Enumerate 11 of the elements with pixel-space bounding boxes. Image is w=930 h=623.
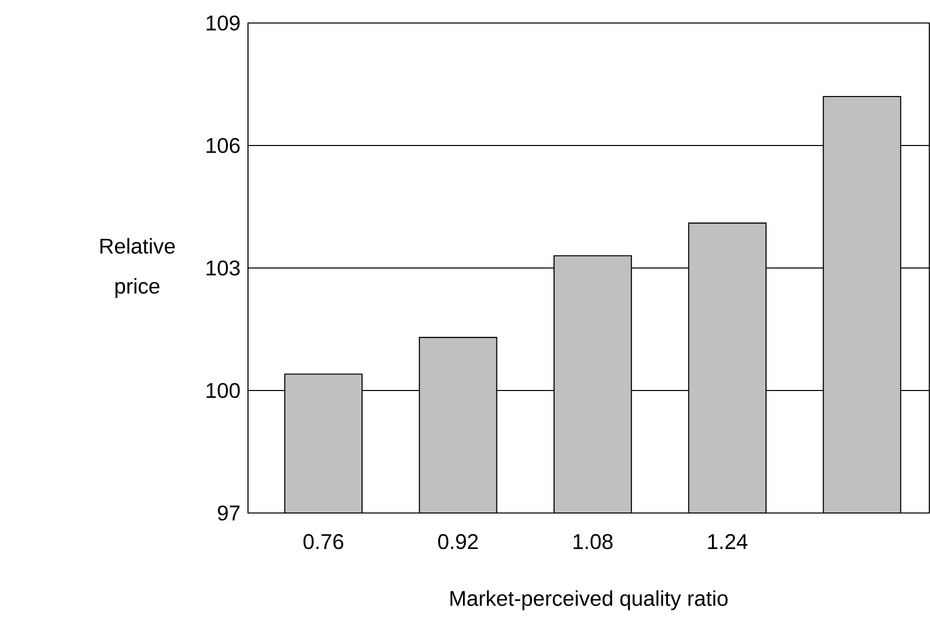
x-tick-label: 1.08 [574,534,613,550]
y-tick-label: 97 [218,505,240,521]
y-tick-label: 100 [206,382,240,398]
y-tick-label: 103 [206,260,240,276]
x-tick-label: 0.92 [438,534,478,550]
y-tick-label: 106 [206,138,240,154]
y-axis-title: Relative price [100,238,175,298]
y-tick-label: 109 [206,15,240,31]
x-tick-label: 0.76 [303,534,344,550]
x-tick-label: 1.24 [708,534,748,549]
x-axis-title: Market-perceived quality ratio [450,590,728,610]
